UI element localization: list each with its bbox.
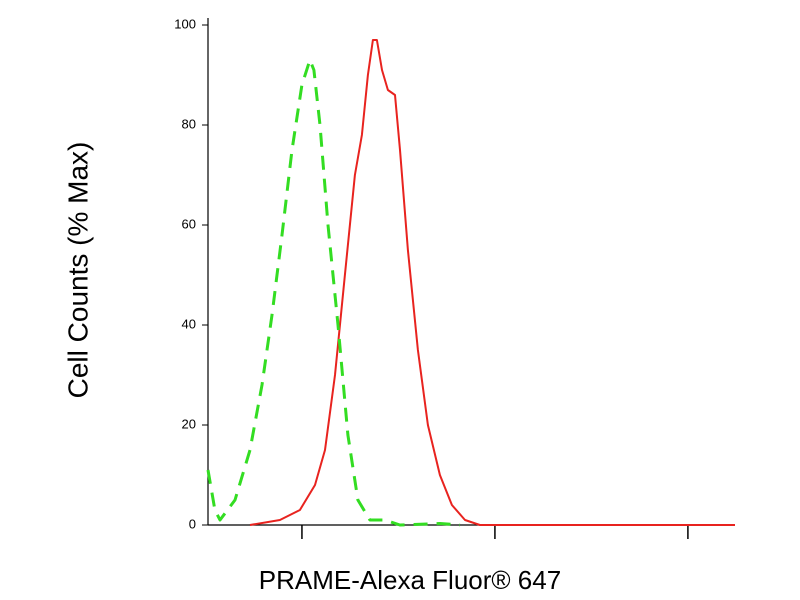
x-axis-label: PRAME-Alexa Fluor® 647 [259,565,561,595]
y-tick-label: 40 [182,316,196,331]
histogram-line [206,58,461,527]
y-tick-label: 60 [182,216,196,231]
y-axis-label: Cell Counts (% Max) [62,142,93,399]
y-tick-label: 80 [182,116,196,131]
y-tick-label: 0 [189,516,196,531]
y-tick-label: 100 [174,16,196,31]
y-tick-label: 20 [182,416,196,431]
histogram-line [249,39,735,526]
